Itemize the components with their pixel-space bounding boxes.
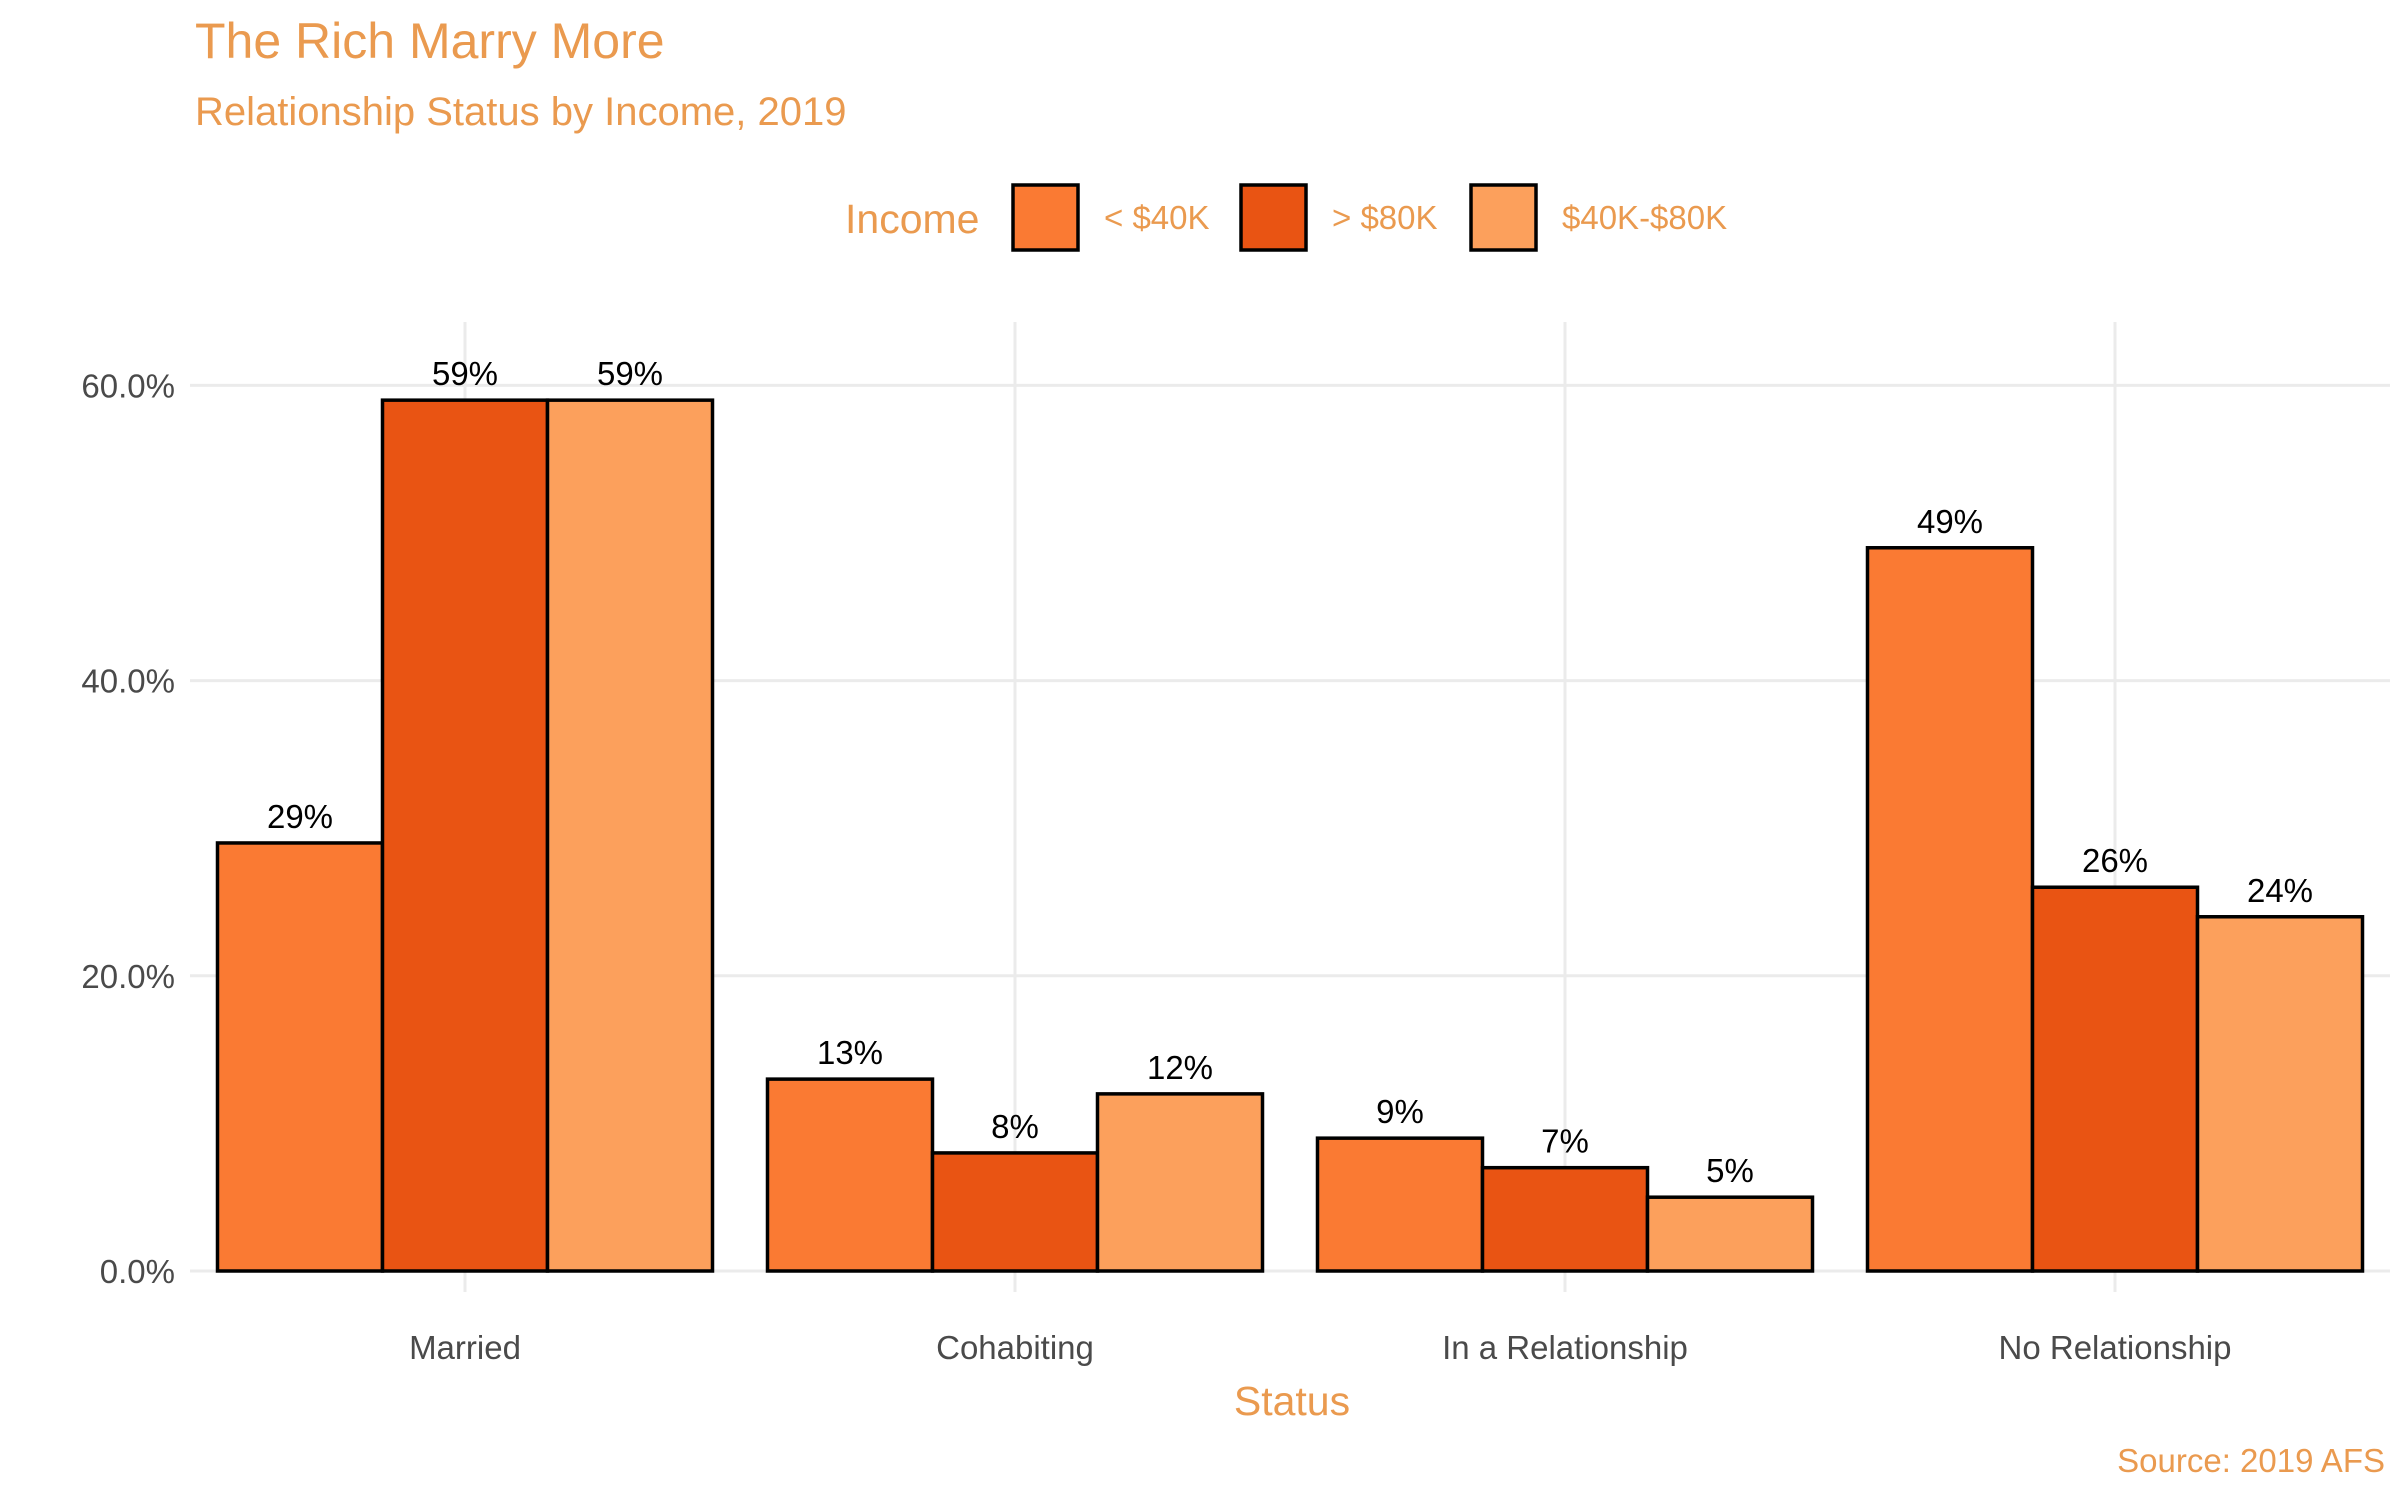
caption: Source: 2019 AFS [2117, 1442, 2385, 1479]
data-label: 5% [1706, 1152, 1754, 1189]
chart-subtitle: Relationship Status by Income, 2019 [195, 90, 847, 134]
data-label: 8% [991, 1108, 1039, 1145]
legend-key [1469, 183, 1538, 252]
y-tick-label: 0.0% [100, 1253, 175, 1290]
y-axis-ticks: 0.0% 20.0% 40.0% 60.0% [81, 367, 175, 1290]
data-label: 29% [267, 798, 333, 835]
bar [765, 1077, 935, 1273]
bar [930, 1151, 1100, 1273]
x-tick-label: Cohabiting [936, 1329, 1094, 1366]
bar [1315, 1136, 1485, 1273]
bar [1645, 1195, 1815, 1273]
data-label: 13% [817, 1034, 883, 1071]
data-label: 9% [1376, 1093, 1424, 1130]
legend-label: < $40K [1104, 199, 1210, 236]
x-axis-title: Status [1234, 1378, 1350, 1424]
y-tick-label: 60.0% [81, 367, 175, 404]
legend-label: > $80K [1332, 199, 1438, 236]
legend-key [1239, 183, 1308, 252]
y-tick-label: 40.0% [81, 663, 175, 700]
bar [2030, 885, 2200, 1273]
bar [2195, 915, 2365, 1273]
x-tick-label: Married [409, 1329, 521, 1366]
legend-label: $40K-$80K [1562, 199, 1727, 236]
bar [1480, 1165, 1650, 1273]
legend-title: Income [845, 196, 979, 242]
data-label: 59% [597, 355, 663, 392]
bar [1865, 546, 2035, 1273]
legend-key [1011, 183, 1080, 252]
data-labels: 29% 13% 9% 49% 59% 8% 7% 26% 59% 12% 5% 24% [267, 355, 2313, 1189]
data-label: 49% [1917, 503, 1983, 540]
bar [380, 398, 550, 1273]
bar [545, 398, 715, 1273]
data-label: 24% [2247, 872, 2313, 909]
y-tick-label: 20.0% [81, 958, 175, 995]
bar [1095, 1092, 1265, 1273]
bars [215, 398, 2365, 1273]
data-label: 12% [1147, 1049, 1213, 1086]
bar [215, 841, 385, 1273]
data-label: 59% [432, 355, 498, 392]
data-label: 26% [2082, 842, 2148, 879]
x-tick-label: No Relationship [1999, 1329, 2232, 1366]
legend: Income < $40K > $80K $40K-$80K [845, 183, 1727, 252]
x-axis-ticks: Married Cohabiting In a Relationship No Rel… [409, 1329, 2231, 1366]
data-label: 7% [1541, 1123, 1589, 1160]
x-tick-label: In a Relationship [1442, 1329, 1688, 1366]
chart-title: The Rich Marry More [195, 13, 665, 69]
